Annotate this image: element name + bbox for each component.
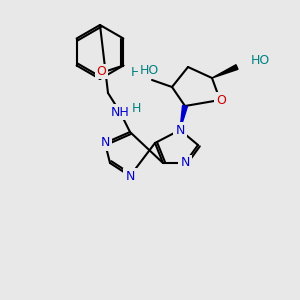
Text: N: N: [100, 136, 110, 149]
Text: N: N: [175, 124, 185, 136]
Text: HO: HO: [251, 55, 270, 68]
Text: O: O: [97, 65, 106, 78]
Text: O: O: [216, 94, 226, 106]
Text: H: H: [132, 103, 141, 116]
Text: HO: HO: [131, 65, 150, 79]
Text: N: N: [180, 157, 190, 169]
Text: HO: HO: [140, 64, 159, 77]
Polygon shape: [212, 65, 238, 78]
Polygon shape: [180, 106, 188, 130]
Text: N: N: [125, 169, 135, 182]
Text: NH: NH: [111, 106, 129, 118]
